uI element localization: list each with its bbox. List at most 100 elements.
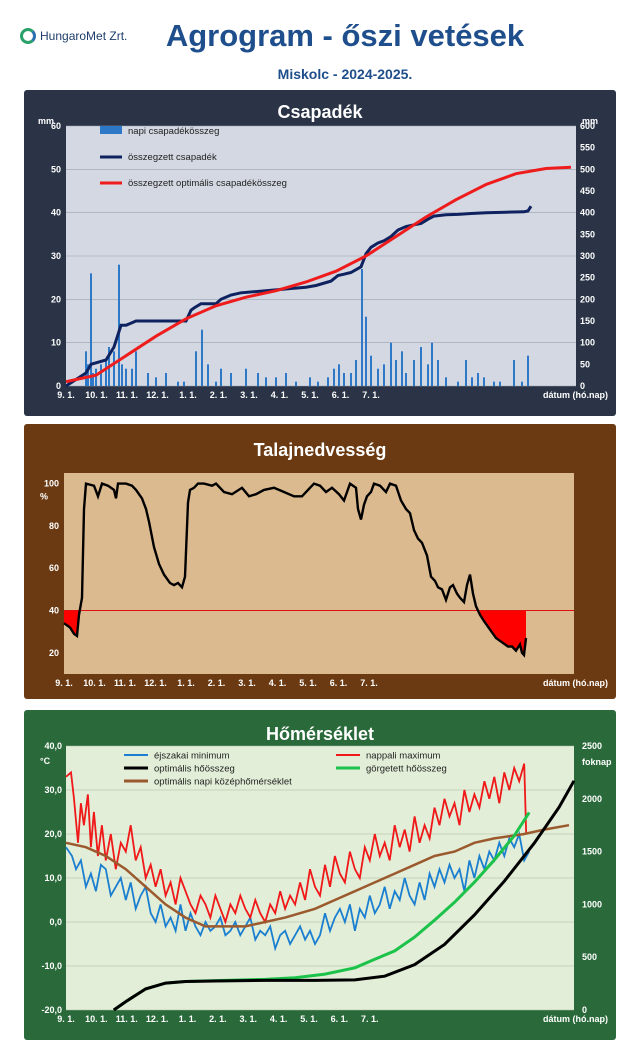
precip-bar [92, 373, 94, 386]
precip-bar [121, 364, 123, 386]
precip-bar [183, 381, 185, 386]
precip-bar [527, 355, 529, 386]
legend-label: görgetett hőösszeg [366, 764, 447, 775]
y-tick-label: 10 [51, 338, 61, 348]
precip-bar [427, 364, 429, 386]
y-tick-label: 30 [51, 251, 61, 261]
y-tick-label: 40,0 [44, 741, 62, 751]
x-tick-label: 11. 1. [114, 678, 136, 688]
y-unit-label: % [40, 492, 48, 502]
precip-bar [207, 364, 209, 386]
y-tick-label: 0,0 [49, 917, 62, 927]
x-axis-label: dátum (hó.nap) [543, 1014, 608, 1024]
precip-bar [355, 360, 357, 386]
y-tick-label: 40 [51, 208, 61, 218]
precip-bar [413, 360, 415, 386]
precip-bar [95, 368, 97, 386]
precip-bar [457, 381, 459, 386]
logo-text: HungaroMet Zrt. [40, 29, 128, 43]
legend-label: napi csapadékösszeg [128, 126, 219, 137]
page-subtitle: Miskolc - 2024-2025. [277, 66, 413, 82]
precip-bar [327, 377, 329, 386]
soil-moisture-panel: Talajnedvesség 20 40 60 80 100% 9. 1. 10. 1. 11… [24, 424, 616, 699]
x-tick-label: 1. 1. [179, 390, 197, 400]
y-tick-label: 20,0 [44, 829, 62, 839]
x-tick-label: 7. 1. [360, 678, 378, 688]
precip-bar [147, 373, 149, 386]
y-unit-label: °C [40, 756, 51, 766]
x-tick-label: 12. 1. [144, 678, 167, 688]
precip-bar [350, 373, 352, 386]
y-tick-label: 10,0 [44, 873, 62, 883]
precip-bar [230, 373, 232, 386]
precipitation-panel: Csapadék 0 10 20 30 40 50 60 0 50 100 150 200 250 300… [24, 90, 616, 416]
night-min-line [65, 830, 530, 952]
y-tick-label: 40 [49, 606, 59, 616]
precip-bar [431, 342, 433, 386]
precip-bar [401, 351, 403, 386]
precip-bar [377, 368, 379, 386]
y2-tick-label: 0 [580, 381, 585, 391]
x-tick-label: 2. 1. [209, 1014, 227, 1024]
precip-bar [338, 364, 340, 386]
deficit-area [64, 610, 79, 636]
precip-bar [390, 342, 392, 386]
x-tick-label: 4. 1. [271, 390, 289, 400]
x-tick-label: 10. 1. [83, 678, 106, 688]
y2-tick-label: 200 [580, 294, 595, 304]
y2-tick-label: 400 [580, 208, 595, 218]
precip-bar [493, 381, 495, 386]
precip-bar [333, 368, 335, 386]
y2-tick-label: 100 [580, 338, 595, 348]
cumulative-precip-line [65, 205, 533, 388]
x-tick-label: 3. 1. [240, 1014, 258, 1024]
precip-bar [405, 373, 407, 386]
y-tick-label: 60 [49, 563, 59, 573]
precip-bar [257, 373, 259, 386]
soil-moisture-chart: 20 40 60 80 100% 9. 1. 10. 1. 11. 1. 12. 1. 1. 1.… [40, 473, 608, 688]
precip-bar [245, 368, 247, 386]
y2-tick-label: 0 [582, 1005, 587, 1015]
precip-bar [420, 347, 422, 386]
y2-tick-label: 500 [582, 952, 597, 962]
precip-bar [343, 373, 345, 386]
y2-tick-label: 550 [580, 143, 595, 153]
precip-bar [477, 373, 479, 386]
x-tick-label: 1. 1. [179, 1014, 197, 1024]
precip-bar [195, 351, 197, 386]
precip-bar [445, 377, 447, 386]
x-axis-label: dátum (hó.nap) [543, 390, 608, 400]
deficit-area [480, 610, 526, 655]
precipitation-title: Csapadék [277, 102, 363, 122]
x-tick-label: 11. 1. [116, 1014, 138, 1024]
precip-bar [383, 364, 385, 386]
x-tick-label: 12. 1. [146, 390, 169, 400]
precip-bar [118, 264, 120, 386]
x-tick-label: 7. 1. [361, 1014, 379, 1024]
precip-bar [499, 381, 501, 386]
x-tick-label: 10. 1. [85, 390, 108, 400]
y-tick-label: -10,0 [41, 961, 62, 971]
precip-bar [437, 360, 439, 386]
precip-bar [513, 360, 515, 386]
precip-bar [90, 273, 92, 386]
x-tick-label: 1. 1. [177, 678, 195, 688]
x-tick-label: 9. 1. [57, 390, 75, 400]
y-tick-label: 100 [44, 479, 59, 489]
y2-tick-label: 300 [580, 251, 595, 261]
y2-tick-label: 1500 [582, 847, 602, 857]
y2-unit-label: foknap [582, 757, 612, 767]
x-tick-label: 3. 1. [240, 390, 258, 400]
y2-tick-label: 350 [580, 229, 595, 239]
precip-bar [265, 377, 267, 386]
precip-bar [100, 364, 102, 386]
precip-bar [135, 351, 137, 386]
precip-bar [285, 373, 287, 386]
x-tick-label: 6. 1. [332, 390, 350, 400]
x-tick-label: 7. 1. [362, 390, 380, 400]
precip-bar [361, 269, 363, 386]
x-tick-label: 4. 1. [270, 1014, 288, 1024]
precip-bar [87, 364, 89, 386]
precip-bar [295, 381, 297, 386]
x-tick-label: 6. 1. [331, 1014, 349, 1024]
